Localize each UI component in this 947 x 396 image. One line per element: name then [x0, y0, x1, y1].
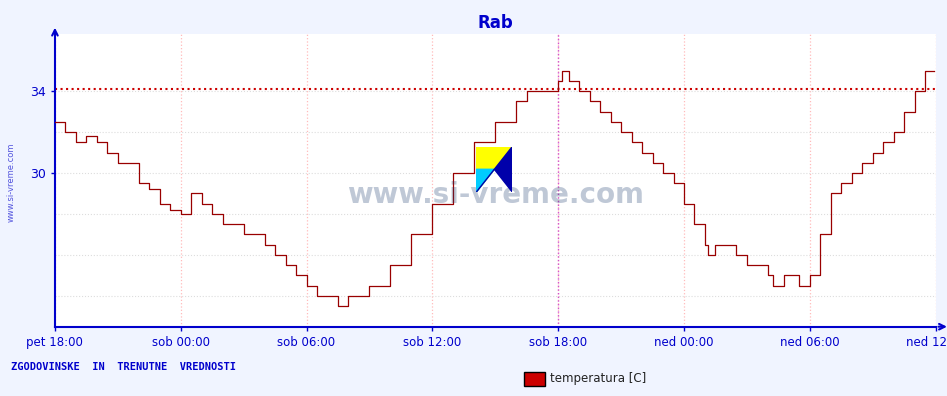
Polygon shape [476, 147, 512, 192]
Title: Rab: Rab [477, 14, 513, 32]
Polygon shape [476, 169, 494, 192]
Text: temperatura [C]: temperatura [C] [550, 373, 647, 385]
Polygon shape [476, 169, 494, 192]
Text: ZGODOVINSKE  IN  TRENUTNE  VREDNOSTI: ZGODOVINSKE IN TRENUTNE VREDNOSTI [11, 362, 237, 372]
Text: www.si-vreme.com: www.si-vreme.com [347, 181, 644, 209]
Text: www.si-vreme.com: www.si-vreme.com [7, 143, 16, 222]
Polygon shape [494, 147, 512, 192]
